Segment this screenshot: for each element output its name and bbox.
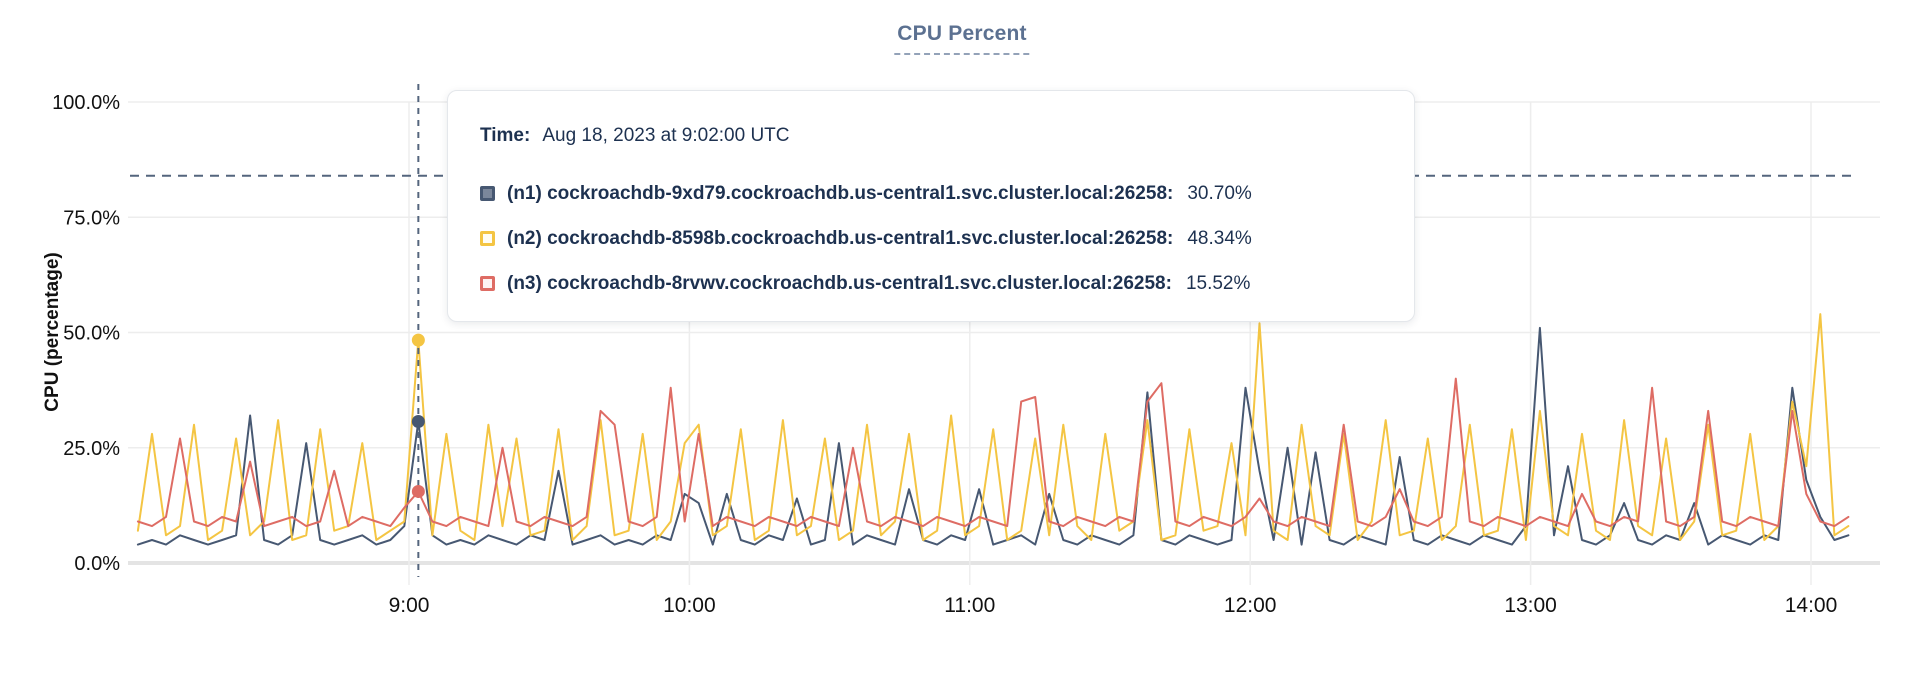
n1-series-swatch-icon (480, 186, 495, 201)
x-tick-label: 12:00 (1224, 594, 1277, 617)
tooltip-series-row: (n1) cockroachdb-9xd79.cockroachdb.us-ce… (480, 171, 1394, 216)
series-line (136, 377, 1850, 528)
x-tick-label: 9:00 (389, 594, 430, 617)
chart-title: CPU Percent (894, 22, 1030, 55)
hover-tooltip: Time: Aug 18, 2023 at 9:02:00 UTC (n1) c… (447, 90, 1415, 322)
n1-series-value: 30.70% (1187, 182, 1252, 204)
n3-series-swatch-icon (480, 276, 495, 291)
series-line (136, 313, 1850, 541)
y-tick-label: 25.0% (63, 438, 120, 460)
series-line (136, 326, 1850, 546)
tooltip-series-row: (n2) cockroachdb-8598b.cockroachdb.us-ce… (480, 216, 1394, 261)
x-tick-label: 10:00 (663, 594, 716, 617)
tooltip-time-row: Time: Aug 18, 2023 at 9:02:00 UTC (480, 125, 1394, 147)
tooltip-time-label: Time: (480, 125, 531, 146)
n2-series-name: (n2) cockroachdb-8598b.cockroachdb.us-ce… (507, 227, 1174, 249)
x-tick-label: 13:00 (1504, 594, 1557, 617)
hover-point-marker (411, 414, 425, 428)
y-tick-label: 75.0% (63, 207, 120, 229)
n3-series-value: 15.52% (1185, 272, 1251, 294)
tooltip-series-row: (n3) cockroachdb-8rvwv.cockroachdb.us-ce… (480, 261, 1394, 306)
n2-series-value: 48.34% (1187, 227, 1252, 249)
y-axis-title: CPU (percentage) (42, 252, 63, 411)
hover-point-marker (411, 484, 425, 498)
hover-point-marker (411, 333, 425, 347)
y-tick-label: 100.0% (52, 92, 120, 114)
n1-series-name: (n1) cockroachdb-9xd79.cockroachdb.us-ce… (507, 182, 1174, 204)
y-tick-label: 50.0% (63, 323, 120, 345)
n3-series-name: (n3) cockroachdb-8rvwv.cockroachdb.us-ce… (507, 272, 1172, 294)
tooltip-time-value: Aug 18, 2023 at 9:02:00 UTC (542, 125, 790, 146)
x-tick-label: 14:00 (1785, 594, 1838, 617)
y-tick-label: 0.0% (74, 553, 120, 575)
x-tick-label: 11:00 (944, 594, 995, 617)
n2-series-swatch-icon (480, 231, 495, 246)
